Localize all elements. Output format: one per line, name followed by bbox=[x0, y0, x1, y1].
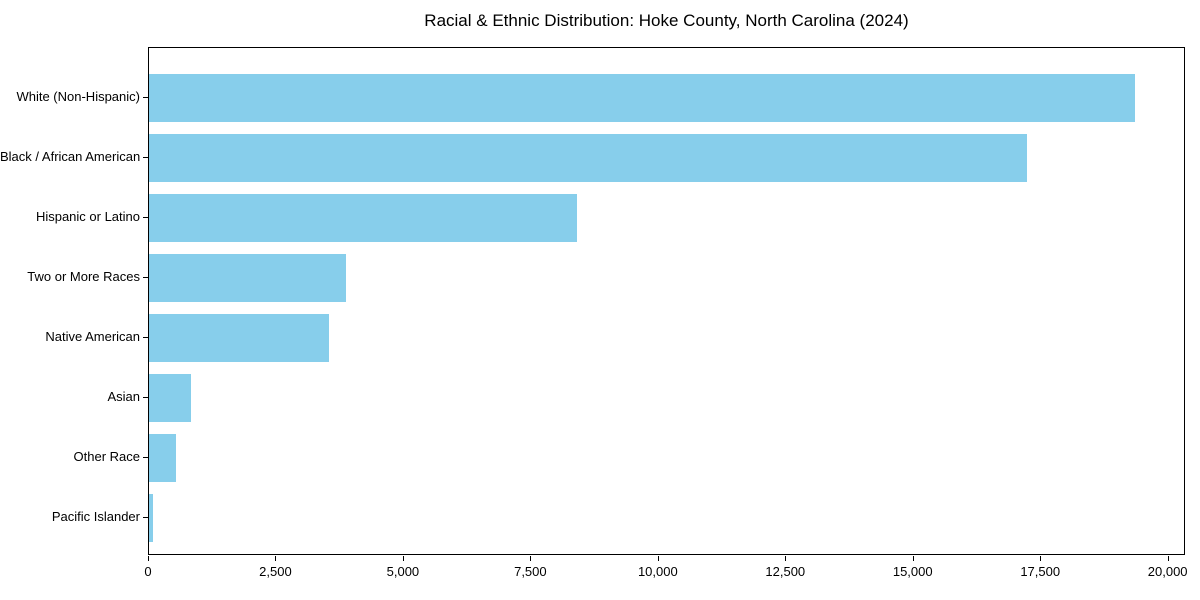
x-tick-mark bbox=[275, 556, 277, 561]
x-tick-label-20-000: 20,000 bbox=[1147, 564, 1188, 579]
y-axis-label-two-or-more-races: Two or More Races bbox=[27, 269, 140, 284]
x-tick-mark bbox=[1167, 556, 1169, 561]
y-tick-mark bbox=[143, 457, 148, 458]
bar-black-african-american bbox=[149, 134, 1027, 182]
y-axis-label-other-race: Other Race bbox=[73, 449, 140, 464]
chart-title: Racial & Ethnic Distribution: Hoke Count… bbox=[424, 11, 909, 30]
x-tick-label-2-500: 2,500 bbox=[259, 564, 292, 579]
bar-native-american bbox=[149, 314, 329, 362]
x-tick-mark bbox=[912, 556, 914, 561]
x-tick-label-10-000: 10,000 bbox=[637, 564, 678, 579]
x-tick-label-15-000: 15,000 bbox=[892, 564, 933, 579]
y-tick-mark bbox=[143, 217, 148, 218]
plot-area bbox=[148, 47, 1185, 555]
y-tick-mark bbox=[143, 337, 148, 338]
bar-other-race bbox=[149, 434, 176, 482]
y-tick-mark bbox=[143, 397, 148, 398]
bar-pacific-islander bbox=[149, 494, 154, 542]
y-axis-label-white-non-hispanic: White (Non-Hispanic) bbox=[16, 89, 140, 104]
bar-white-non-hispanic bbox=[149, 74, 1135, 122]
bar-two-or-more-races bbox=[149, 254, 346, 302]
y-axis-label-black-african-american: Black / African American bbox=[0, 149, 141, 164]
x-tick-mark bbox=[148, 556, 149, 561]
x-tick-mark bbox=[530, 556, 532, 561]
x-tick-label-7-500: 7,500 bbox=[514, 564, 547, 579]
y-tick-mark bbox=[143, 277, 148, 278]
bar-hispanic-or-latino bbox=[149, 194, 578, 242]
x-tick-mark bbox=[1040, 556, 1042, 561]
y-axis-label-hispanic-or-latino: Hispanic or Latino bbox=[35, 209, 140, 224]
x-tick-mark bbox=[657, 556, 659, 561]
y-axis-label-native-american: Native American bbox=[45, 329, 140, 344]
x-tick-label-12-500: 12,500 bbox=[765, 564, 806, 579]
y-tick-mark bbox=[143, 97, 148, 98]
x-tick-label-5-000: 5,000 bbox=[386, 564, 420, 579]
bar-asian bbox=[149, 374, 191, 422]
x-tick-mark bbox=[402, 556, 404, 561]
x-tick-label-17-500: 17,500 bbox=[1020, 564, 1061, 579]
y-axis-label-pacific-islander: Pacific Islander bbox=[51, 509, 140, 524]
y-axis-label-asian: Asian bbox=[107, 389, 140, 404]
y-tick-mark bbox=[143, 157, 148, 158]
x-tick-label-0: 0 bbox=[144, 564, 152, 579]
y-tick-mark bbox=[143, 517, 148, 518]
x-tick-mark bbox=[785, 556, 787, 561]
